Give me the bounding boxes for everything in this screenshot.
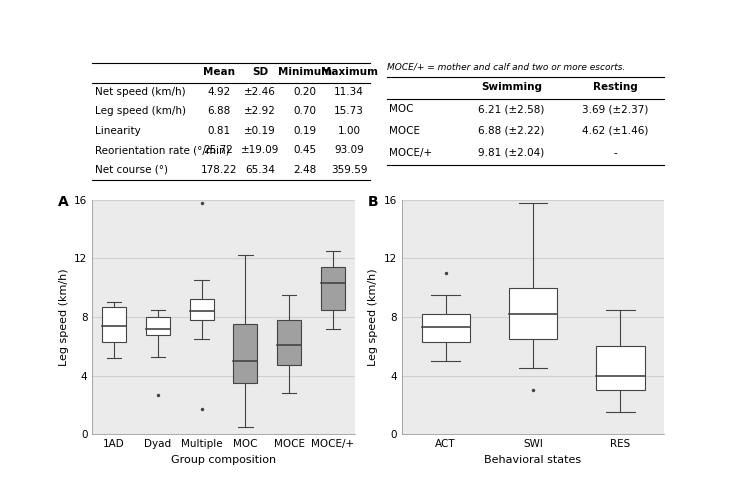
Bar bbox=[233, 325, 258, 383]
Text: ±2.92: ±2.92 bbox=[244, 106, 276, 116]
Text: -: - bbox=[614, 148, 618, 158]
Text: 0.20: 0.20 bbox=[293, 86, 316, 97]
Text: 178.22: 178.22 bbox=[200, 164, 237, 175]
Text: 65.34: 65.34 bbox=[245, 164, 275, 175]
Text: Resting: Resting bbox=[593, 82, 638, 92]
Text: 3.69 (±2.37): 3.69 (±2.37) bbox=[582, 104, 649, 114]
Text: Linearity: Linearity bbox=[95, 125, 141, 136]
Text: Net course (°): Net course (°) bbox=[95, 164, 168, 175]
Text: 4.92: 4.92 bbox=[207, 86, 230, 97]
Bar bbox=[102, 307, 126, 342]
Text: ±0.19: ±0.19 bbox=[244, 125, 276, 136]
Text: 25.72: 25.72 bbox=[204, 145, 233, 155]
Y-axis label: Leg speed (km/h): Leg speed (km/h) bbox=[58, 268, 69, 366]
Text: 0.81: 0.81 bbox=[207, 125, 230, 136]
Bar bbox=[190, 300, 213, 320]
Text: MOCE: MOCE bbox=[390, 126, 421, 136]
Text: Net speed (km/h): Net speed (km/h) bbox=[95, 86, 186, 97]
Text: 6.88 (±2.22): 6.88 (±2.22) bbox=[478, 126, 545, 136]
Text: 4.62 (±1.46): 4.62 (±1.46) bbox=[582, 126, 649, 136]
X-axis label: Behavioral states: Behavioral states bbox=[484, 455, 582, 465]
X-axis label: Group composition: Group composition bbox=[171, 455, 276, 465]
Text: ±19.09: ±19.09 bbox=[241, 145, 280, 155]
Text: Maximum: Maximum bbox=[320, 67, 378, 77]
Text: Leg speed (km/h): Leg speed (km/h) bbox=[95, 106, 186, 116]
Bar bbox=[421, 314, 469, 342]
Text: 1.00: 1.00 bbox=[337, 125, 361, 136]
Text: 359.59: 359.59 bbox=[331, 164, 368, 175]
Bar bbox=[321, 267, 345, 310]
Bar bbox=[596, 346, 644, 390]
Text: SD: SD bbox=[252, 67, 269, 77]
Bar bbox=[146, 317, 170, 335]
Text: 0.19: 0.19 bbox=[293, 125, 316, 136]
Text: 6.21 (±2.58): 6.21 (±2.58) bbox=[478, 104, 545, 114]
Bar bbox=[277, 320, 301, 366]
Text: 0.45: 0.45 bbox=[293, 145, 316, 155]
Text: Mean: Mean bbox=[202, 67, 235, 77]
Text: Swimming: Swimming bbox=[481, 82, 542, 92]
Text: 6.88: 6.88 bbox=[207, 106, 230, 116]
Text: 93.09: 93.09 bbox=[334, 145, 364, 155]
Text: MOCE/+ = mother and calf and two or more escorts.: MOCE/+ = mother and calf and two or more… bbox=[387, 62, 625, 71]
Text: Minimum: Minimum bbox=[277, 67, 331, 77]
Text: 0.70: 0.70 bbox=[293, 106, 316, 116]
Y-axis label: Leg speed (km/h): Leg speed (km/h) bbox=[368, 268, 378, 366]
Text: 15.73: 15.73 bbox=[334, 106, 364, 116]
Text: MOCE/+: MOCE/+ bbox=[390, 148, 432, 158]
Bar bbox=[509, 288, 557, 339]
Text: 9.81 (±2.04): 9.81 (±2.04) bbox=[478, 148, 545, 158]
Text: A: A bbox=[58, 195, 69, 209]
Text: 11.34: 11.34 bbox=[334, 86, 364, 97]
Text: MOC: MOC bbox=[390, 104, 414, 114]
Text: Reorientation rate (°/min): Reorientation rate (°/min) bbox=[95, 145, 230, 155]
Text: ±2.46: ±2.46 bbox=[244, 86, 276, 97]
Text: 2.48: 2.48 bbox=[293, 164, 317, 175]
Text: B: B bbox=[368, 195, 379, 209]
